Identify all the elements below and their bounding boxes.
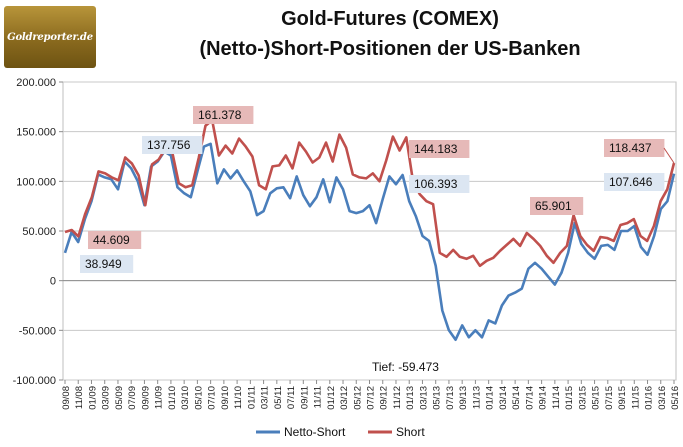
x-tick-label: 01/12 xyxy=(326,386,337,410)
data-label: 144.183 xyxy=(414,142,458,156)
data-label-bg xyxy=(88,231,142,249)
x-tick-label: 03/12 xyxy=(339,386,350,410)
data-label-bg xyxy=(604,173,665,191)
x-tick-label: 11/09 xyxy=(154,386,165,409)
x-tick-label: 09/12 xyxy=(379,386,390,410)
x-tick-label: 03/16 xyxy=(657,386,668,410)
data-label: 38.949 xyxy=(85,257,122,271)
x-tick-label: 09/08 xyxy=(61,386,72,410)
x-tick-label: 07/11 xyxy=(286,386,297,409)
logo: Goldreporter.de xyxy=(4,6,96,68)
x-tick-label: 11/12 xyxy=(392,386,403,409)
x-tick-label: 03/09 xyxy=(101,386,112,410)
x-tick-label: 05/15 xyxy=(591,386,602,410)
x-tick-label: 03/14 xyxy=(498,386,509,410)
x-tick-label: 09/14 xyxy=(538,386,549,410)
data-label-bg xyxy=(604,139,665,157)
y-tick-label: -50.000 xyxy=(19,325,56,337)
x-tick-label: 11/15 xyxy=(630,386,641,409)
y-tick-label: 50.000 xyxy=(22,226,56,238)
x-tick-label: 03/10 xyxy=(180,386,191,410)
data-label: 106.393 xyxy=(414,177,458,191)
data-label-bg xyxy=(193,106,254,124)
x-tick-label: 11/10 xyxy=(233,386,244,409)
x-tick-label: 01/15 xyxy=(564,386,575,410)
x-tick-label: 01/16 xyxy=(644,386,655,410)
y-tick-label: 0 xyxy=(50,276,56,288)
x-tick-label: 05/09 xyxy=(114,386,125,410)
x-tick-label: 07/14 xyxy=(524,386,535,410)
data-label-bg xyxy=(409,140,470,158)
legend-label: Netto-Short xyxy=(284,425,346,439)
x-tick-label: 11/14 xyxy=(551,386,562,409)
x-tick-label: 05/14 xyxy=(511,386,522,410)
y-tick-label: -100.000 xyxy=(13,375,56,387)
logo-text: Goldreporter.de xyxy=(7,31,93,43)
data-label-bg xyxy=(80,255,134,273)
x-tick-label: 05/11 xyxy=(273,386,284,409)
x-tick-label: 11/13 xyxy=(471,386,482,409)
x-tick-label: 03/15 xyxy=(577,386,588,410)
x-tick-label: 09/10 xyxy=(220,386,231,410)
x-tick-label: 09/15 xyxy=(617,386,628,410)
chart-subtitle: (Netto-)Short-Positionen der US-Banken xyxy=(199,38,581,60)
x-tick-label: 09/13 xyxy=(458,386,469,410)
data-label-bg xyxy=(530,197,584,215)
x-tick-label: 01/09 xyxy=(87,386,98,410)
label-leader-line xyxy=(663,147,675,164)
data-label: 118.437 xyxy=(609,141,652,155)
x-tick-label: 01/14 xyxy=(485,386,496,410)
data-label: 44.609 xyxy=(93,233,130,247)
data-label-bg xyxy=(409,175,470,193)
data-label: 161.378 xyxy=(198,108,242,122)
x-tick-label: 05/12 xyxy=(352,386,363,410)
y-tick-label: 100.000 xyxy=(16,176,56,188)
x-tick-label: 09/11 xyxy=(299,386,310,409)
data-label: Tief: -59.473 xyxy=(372,360,439,374)
x-tick-label: 07/13 xyxy=(445,386,456,410)
legend-label: Short xyxy=(396,425,425,439)
x-tick-label: 03/13 xyxy=(418,386,429,410)
series-line-netto-short xyxy=(63,142,676,341)
data-label: 137.756 xyxy=(147,138,191,152)
chart-title: Gold-Futures (COMEX) xyxy=(281,8,499,30)
x-tick-label: 05/10 xyxy=(193,386,204,410)
x-tick-label: 07/15 xyxy=(604,386,615,410)
x-tick-label: 01/10 xyxy=(167,386,178,410)
x-tick-label: 05/13 xyxy=(432,386,443,410)
x-tick-label: 01/13 xyxy=(405,386,416,410)
x-tick-label: 09/09 xyxy=(140,386,151,410)
x-tick-label: 11/08 xyxy=(74,386,85,409)
x-tick-label: 05/16 xyxy=(670,386,681,410)
x-tick-label: 03/11 xyxy=(260,386,271,409)
y-tick-label: 200.000 xyxy=(16,77,56,89)
x-tick-label: 11/11 xyxy=(313,386,324,408)
data-label-bg xyxy=(142,136,203,154)
y-tick-label: 150.000 xyxy=(16,127,56,139)
x-tick-label: 07/12 xyxy=(366,386,377,410)
x-tick-label: 07/09 xyxy=(127,386,138,410)
data-label: 107.646 xyxy=(609,175,653,189)
data-label: 65.901 xyxy=(535,199,572,213)
x-tick-label: 01/11 xyxy=(246,386,257,409)
x-tick-label: 07/10 xyxy=(207,386,218,410)
